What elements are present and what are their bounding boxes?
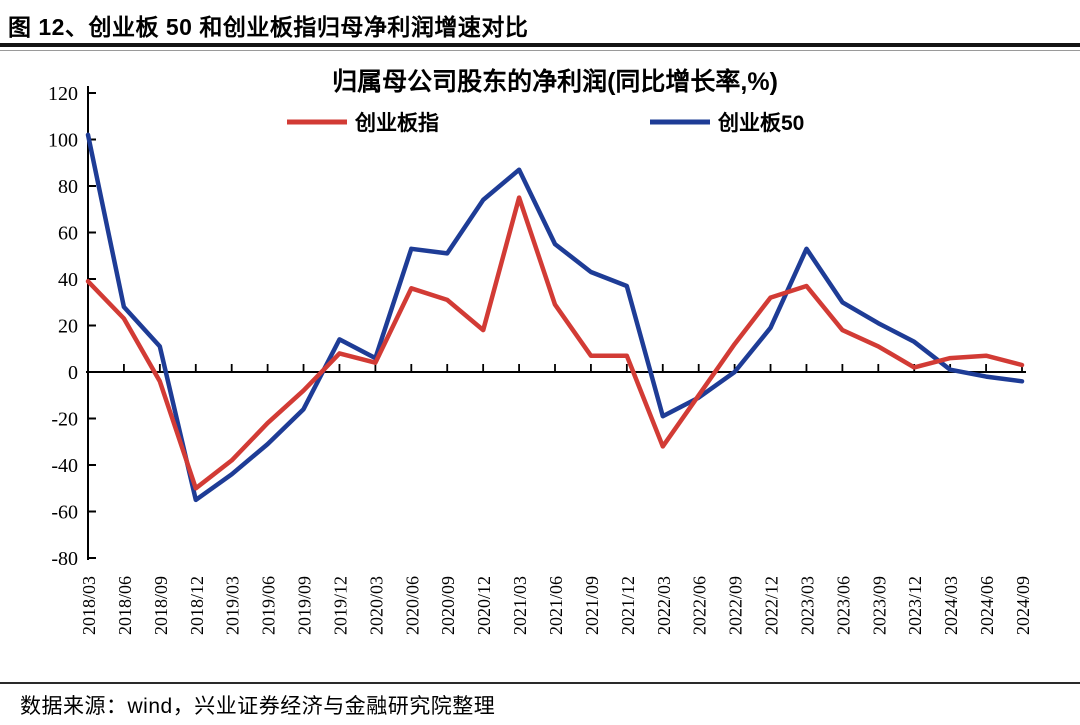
y-tick-label: -40 <box>51 455 78 477</box>
x-tick-label: 2019/03 <box>223 576 243 635</box>
x-tick-label: 2020/06 <box>402 576 422 635</box>
x-tick-label: 2022/12 <box>762 576 782 635</box>
y-tick-label: -20 <box>51 409 78 431</box>
x-tick-label: 2023/03 <box>797 576 817 635</box>
y-tick-label: 120 <box>48 83 78 105</box>
x-tick-label: 2024/09 <box>1013 576 1033 635</box>
x-tick-label: 2018/03 <box>79 576 99 635</box>
series-line-chinext-50 <box>85 132 1025 503</box>
x-tick-label: 2023/09 <box>869 576 889 635</box>
x-tick-label: 2018/06 <box>115 576 135 635</box>
chart-title: 归属母公司股东的净利润(同比增长率,%) <box>332 67 778 96</box>
series-line-chinext-index <box>85 195 1025 491</box>
x-tick-label: 2020/09 <box>438 576 458 635</box>
x-tick-label: 2020/12 <box>474 576 494 635</box>
legend-label: 创业板50 <box>717 111 804 135</box>
x-tick-label: 2018/09 <box>151 576 171 635</box>
y-tick-label: 20 <box>58 316 78 338</box>
x-tick-label: 2023/06 <box>833 576 853 635</box>
x-tick-label: 2021/12 <box>618 576 638 635</box>
title-divider <box>0 43 1080 47</box>
x-tick-label: 2019/12 <box>330 576 350 635</box>
x-tick-label: 2021/09 <box>582 576 602 635</box>
x-tick-label: 2019/09 <box>295 576 315 635</box>
y-tick-label: 100 <box>48 130 78 152</box>
y-tick-label: -60 <box>51 502 78 524</box>
y-tick-label: -80 <box>51 548 78 570</box>
x-tick-label: 2019/06 <box>259 576 279 635</box>
x-tick-label: 2018/12 <box>187 576 207 635</box>
x-tick-label: 2021/03 <box>510 576 530 635</box>
y-tick-label: 60 <box>58 223 78 245</box>
y-tick-label: 80 <box>58 176 78 198</box>
footer-divider <box>0 682 1080 684</box>
x-tick-label: 2024/03 <box>941 576 961 635</box>
source-note: 数据来源：wind，兴业证券经济与金融研究院整理 <box>20 695 496 718</box>
x-tick-label: 2022/06 <box>690 576 710 635</box>
title-divider-thin <box>0 50 1080 51</box>
y-tick-label: 40 <box>58 269 78 291</box>
x-tick-label: 2023/12 <box>905 576 925 635</box>
page-title: 图 12、创业板 50 和创业板指归母净利润增速对比 <box>8 14 529 40</box>
x-tick-label: 2021/06 <box>546 576 566 635</box>
x-tick-label: 2022/03 <box>654 576 674 635</box>
x-tick-label: 2024/06 <box>977 576 997 635</box>
y-tick-label: 0 <box>68 362 78 384</box>
x-tick-label: 2022/09 <box>726 576 746 635</box>
x-tick-label: 2020/03 <box>366 576 386 635</box>
legend-label: 创业板指 <box>354 111 439 135</box>
